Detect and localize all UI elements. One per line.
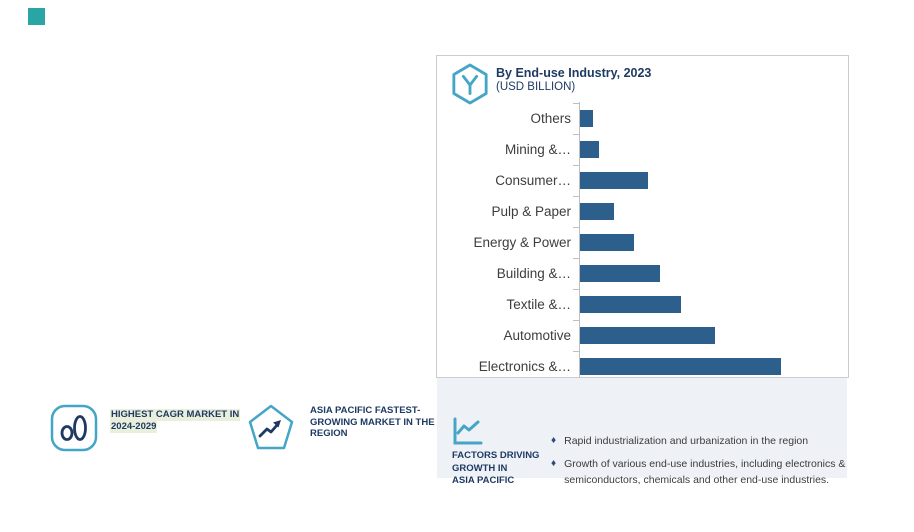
- corner-accent-square: [28, 8, 45, 25]
- bar-row: Automotive: [437, 320, 848, 351]
- axis-tick: [573, 320, 579, 321]
- bar: [580, 172, 648, 189]
- bar-row: Others: [437, 103, 848, 134]
- bar-row: Pulp & Paper: [437, 196, 848, 227]
- factors-label-line: ASIA PACIFIC: [452, 475, 515, 486]
- category-label: Energy & Power: [473, 235, 571, 250]
- axis-tick: [573, 258, 579, 259]
- badge-line: REGION: [310, 428, 348, 439]
- bar: [580, 265, 660, 282]
- bar-row: Consumer…: [437, 165, 848, 196]
- highest-cagr-badge-text: HIGHEST CAGR MARKET IN 2024-2029: [110, 409, 241, 433]
- bar: [580, 327, 715, 344]
- hexagon-package-icon: [452, 63, 488, 105]
- chart-subtitle: (USD BILLION): [496, 81, 576, 93]
- bar-row: Energy & Power: [437, 227, 848, 258]
- category-label: Automotive: [503, 328, 571, 343]
- category-label: Electronics &…: [478, 359, 571, 374]
- category-label: Building &…: [496, 266, 571, 281]
- badge-line: GROWING MARKET IN THE: [310, 416, 435, 428]
- bar-row: Mining &…: [437, 134, 848, 165]
- bar-row: Building &…: [437, 258, 848, 289]
- factors-label-line: GROWTH IN: [452, 462, 508, 474]
- bar: [580, 296, 681, 313]
- category-label: Others: [530, 111, 571, 126]
- line-chart-icon: [453, 417, 483, 445]
- asia-pacific-badge-text: ASIA PACIFIC FASTEST- GROWING MARKET IN …: [310, 405, 435, 440]
- diamond-bullet-icon: ♦: [551, 435, 557, 446]
- chart-title: By End-use Industry, 2023: [496, 66, 652, 80]
- badge-line: 2024-2029: [110, 421, 158, 433]
- axis-tick: [573, 134, 579, 135]
- chart-card-header: By End-use Industry, 2023 (USD BILLION): [451, 63, 651, 105]
- factor-bullet: ♦ Rapid industrialization and urbanizati…: [551, 433, 847, 449]
- category-label: Pulp & Paper: [491, 204, 571, 219]
- badge-line: ASIA PACIFIC FASTEST-: [310, 405, 421, 416]
- axis-tick: [573, 351, 579, 352]
- factors-label-line: FACTORS DRIVING: [452, 450, 540, 461]
- bar-row: Electronics &…: [437, 351, 848, 382]
- axis-tick: [573, 165, 579, 166]
- category-axis-line: [579, 102, 580, 384]
- bar: [580, 234, 634, 251]
- bar: [580, 203, 614, 220]
- bar-chart-rounded-square-icon: [50, 404, 98, 452]
- chart-card: By End-use Industry, 2023 (USD BILLION) …: [436, 55, 849, 384]
- factor-bullet-text: Growth of various end-use industries, in…: [564, 458, 846, 486]
- factor-bullet: ♦ Growth of various end-use industries, …: [551, 456, 847, 488]
- growth-arrow-pentagon-icon: [248, 404, 294, 450]
- bar-row: Textile &…: [437, 289, 848, 320]
- factors-panel: [437, 378, 847, 478]
- axis-tick: [573, 196, 579, 197]
- category-label: Consumer…: [495, 173, 571, 188]
- category-label: Textile &…: [506, 297, 571, 312]
- bar: [580, 358, 781, 375]
- axis-tick: [573, 103, 579, 104]
- axis-tick: [573, 227, 579, 228]
- axis-tick: [573, 289, 579, 290]
- factors-panel-label: FACTORS DRIVING GROWTH IN ASIA PACIFIC: [452, 450, 572, 488]
- factor-bullet-text: Rapid industrialization and urbanization…: [564, 435, 809, 447]
- badge-line: HIGHEST CAGR MARKET IN: [110, 409, 241, 421]
- category-label: Mining &…: [504, 142, 571, 157]
- diamond-bullet-icon: ♦: [551, 458, 557, 469]
- bar: [580, 110, 593, 127]
- bar: [580, 141, 599, 158]
